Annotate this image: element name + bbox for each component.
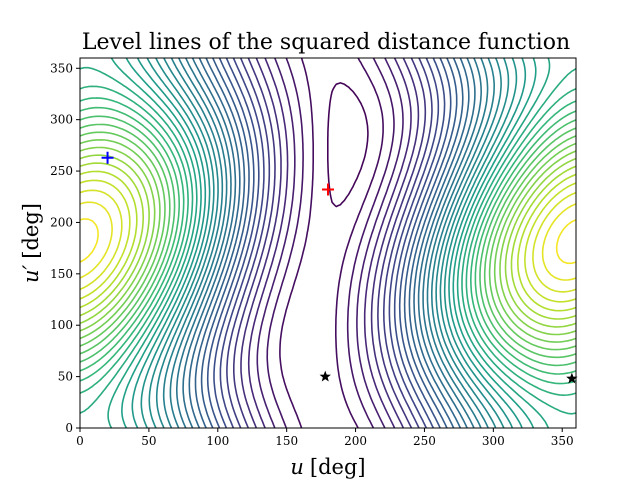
contour-line	[107, 58, 551, 428]
contour-line	[148, 58, 510, 428]
contour-line	[80, 85, 576, 396]
y-tick-label: 350	[50, 61, 73, 75]
x-axis-label: u [deg]	[290, 455, 365, 479]
y-axis-label: u′ [deg]	[19, 203, 43, 283]
contour-line	[240, 58, 420, 428]
y-tick-label: 50	[58, 370, 73, 384]
contour-line	[80, 218, 576, 265]
contour-line	[80, 170, 576, 312]
contour-line	[121, 58, 537, 428]
plot-frame	[79, 57, 577, 429]
contour-line	[233, 58, 427, 428]
contour-line	[219, 58, 440, 428]
contour-line	[279, 58, 384, 428]
chart-title: Level lines of the squared distance func…	[82, 30, 570, 55]
x-axis: 0 50 100 150 200 250 300 350	[76, 428, 574, 448]
y-axis-variable: u′	[19, 264, 43, 283]
x-tick-label: 350	[551, 434, 574, 448]
contour-line	[80, 115, 576, 367]
initial-point-marker	[101, 151, 114, 164]
contour-line	[188, 58, 470, 428]
minimum-1-marker	[319, 370, 331, 382]
contour-line	[80, 154, 576, 328]
y-axis-unit: [deg]	[19, 203, 43, 259]
contour-line	[80, 131, 576, 351]
contour-line	[327, 82, 369, 208]
contour-line	[80, 179, 576, 303]
x-axis-unit: [deg]	[310, 455, 366, 479]
contour-line	[155, 58, 502, 428]
y-axis: 0 50 100 150 200 250 300 350	[50, 61, 80, 435]
contour-line	[182, 58, 476, 428]
maximum-marker	[322, 183, 334, 196]
contour-line	[80, 123, 576, 359]
contour-line	[176, 58, 482, 428]
x-tick-label: 0	[76, 434, 84, 448]
contour-line	[256, 58, 404, 428]
y-tick-label: 150	[50, 267, 73, 281]
contour-line	[200, 58, 458, 428]
x-tick-label: 100	[206, 434, 229, 448]
contour-line	[266, 58, 395, 428]
contour-line	[247, 58, 412, 428]
x-tick-label: 150	[275, 434, 298, 448]
x-tick-label: 300	[482, 434, 505, 448]
x-axis-variable: u	[290, 455, 304, 479]
contour-line	[80, 106, 576, 375]
contour-line	[80, 162, 576, 320]
y-tick-label: 100	[50, 318, 73, 332]
minimum-2-marker	[566, 372, 578, 384]
x-tick-label: 200	[344, 434, 367, 448]
y-tick-label: 250	[50, 164, 73, 178]
contour-line	[80, 97, 576, 385]
x-tick-label: 250	[413, 434, 436, 448]
contour-line	[80, 201, 576, 281]
y-tick-label: 300	[50, 113, 73, 127]
contour-lines	[80, 58, 576, 428]
contour-line	[80, 146, 576, 336]
plot-area	[79, 57, 578, 429]
contour-line	[162, 58, 495, 428]
y-tick-label: 200	[50, 215, 73, 229]
y-tick-label: 0	[65, 421, 73, 435]
contour-line	[80, 139, 576, 343]
markers	[101, 151, 578, 384]
contour-line	[140, 58, 518, 428]
contour-line	[194, 58, 464, 428]
contour-line	[131, 58, 527, 428]
x-tick-label: 50	[141, 434, 156, 448]
contour-line	[169, 58, 489, 428]
contour-line	[206, 58, 452, 428]
contour-line	[213, 58, 446, 428]
contour-line	[226, 58, 433, 428]
